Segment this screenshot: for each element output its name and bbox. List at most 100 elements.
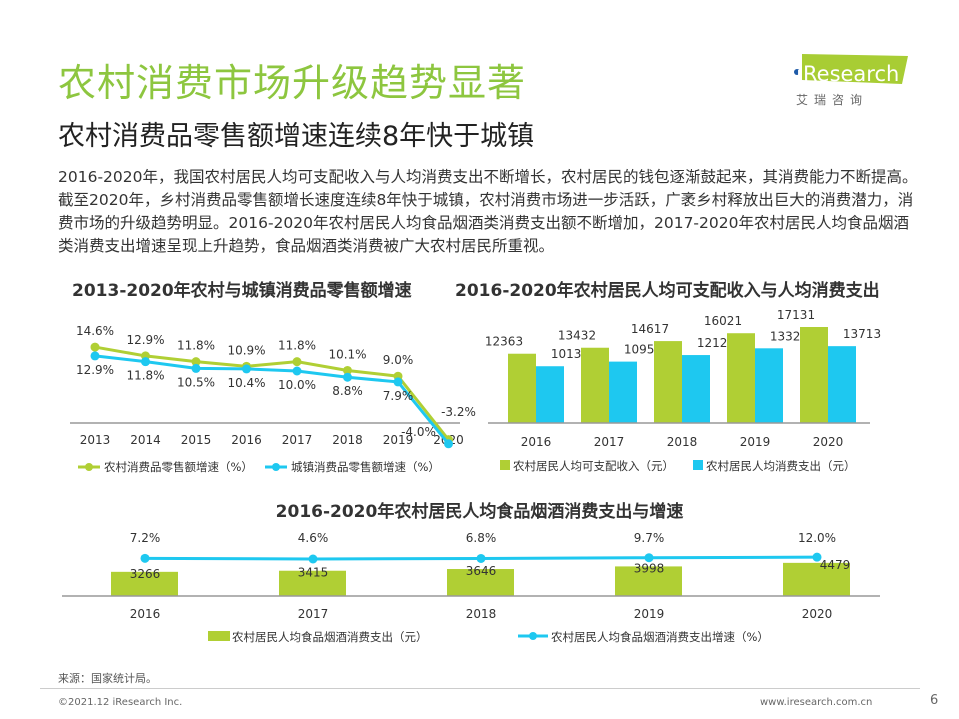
data-label: 3646 xyxy=(466,564,497,578)
x-tick-label: 2017 xyxy=(594,435,625,449)
chart3-title: 2016-2020年农村居民人均食品烟酒消费支出与增速 xyxy=(275,502,684,522)
data-point xyxy=(308,554,318,564)
data-point xyxy=(242,364,251,374)
bar xyxy=(508,353,536,423)
x-tick-label: 2016 xyxy=(130,607,161,621)
data-label: 11.8% xyxy=(278,339,316,353)
data-label: 10130 xyxy=(551,347,589,361)
legend-label: 农村居民人均消费支出（元） xyxy=(706,459,856,473)
data-point xyxy=(191,357,201,367)
series-line xyxy=(94,345,450,441)
data-label: 10.5% xyxy=(177,375,215,389)
x-tick-label: 2018 xyxy=(667,435,698,449)
body-text: 2016-2020年，我国农村居民人均可支配收入与人均消费支出不断增长，农村居民… xyxy=(58,168,918,255)
data-label: 13432 xyxy=(558,329,596,343)
legend-marker xyxy=(85,463,93,471)
data-label: 4.6% xyxy=(298,531,329,545)
iresearch-logo: ı Research 艾瑞咨询 xyxy=(794,54,908,107)
page-number: 6 xyxy=(930,693,939,708)
svg-text:艾瑞咨询: 艾瑞咨询 xyxy=(796,92,868,107)
legend-label: 农村居民人均食品烟酒消费支出（元） xyxy=(232,630,428,644)
bar xyxy=(727,333,755,423)
bar xyxy=(682,355,710,423)
data-label: 3998 xyxy=(634,561,665,575)
data-point xyxy=(343,372,352,382)
data-label: 3266 xyxy=(130,567,161,581)
data-point xyxy=(644,553,654,563)
data-point xyxy=(444,439,453,449)
x-tick-label: 2016 xyxy=(231,433,262,447)
data-point xyxy=(343,365,352,375)
x-tick-label: 2017 xyxy=(282,433,313,447)
bar xyxy=(654,341,682,423)
x-tick-label: 2018 xyxy=(466,607,497,621)
copyright: ©2021.12 iResearch Inc. xyxy=(58,697,183,708)
data-label: 10955 xyxy=(624,343,662,357)
bar xyxy=(755,348,783,423)
page-title: 农村消费市场升级趋势显著 xyxy=(58,61,527,105)
source-note: 来源：国家统计局。 xyxy=(58,672,157,685)
data-label: 7.9% xyxy=(383,389,414,403)
data-label: 10.4% xyxy=(227,376,265,390)
data-point xyxy=(141,357,150,367)
x-tick-label: 2016 xyxy=(521,435,552,449)
data-label: 13713 xyxy=(843,327,881,341)
data-point xyxy=(90,342,100,352)
x-tick-label: 2019 xyxy=(740,435,771,449)
x-tick-label: 2018 xyxy=(332,433,363,447)
svg-text:Research: Research xyxy=(803,62,899,86)
bar xyxy=(615,566,682,596)
series-line xyxy=(94,354,450,445)
bar xyxy=(279,570,346,596)
legend-swatch xyxy=(500,460,510,470)
legend-swatch xyxy=(208,631,230,641)
x-tick-label: 2019 xyxy=(383,433,414,447)
data-label: 3415 xyxy=(298,566,329,580)
legend-label: 农村居民人均食品烟酒消费支出增速（%） xyxy=(551,630,769,644)
bar xyxy=(536,366,564,423)
data-point xyxy=(292,366,302,376)
bar xyxy=(800,327,828,423)
data-label: 6.8% xyxy=(466,531,497,545)
data-label: 11.8% xyxy=(177,339,215,353)
chart2-title: 2016-2020年农村居民人均可支配收入与人均消费支出 xyxy=(455,281,880,301)
x-tick-label: 2013 xyxy=(80,433,111,447)
legend-label: 农村居民人均可支配收入（元） xyxy=(513,459,674,473)
data-label: 12.9% xyxy=(126,333,164,347)
data-point xyxy=(476,553,486,563)
data-label: -3.2% xyxy=(441,405,476,419)
data-label: 13328 xyxy=(770,329,808,343)
chart1-title: 2013-2020年农村与城镇消费品零售额增速 xyxy=(72,281,412,301)
data-label: 9.0% xyxy=(383,353,414,367)
x-tick-label: 2019 xyxy=(634,607,665,621)
website: www.iresearch.com.cn xyxy=(760,697,873,708)
legend-marker xyxy=(272,463,280,471)
bar xyxy=(581,347,609,423)
x-tick-label: 2014 xyxy=(130,433,161,447)
bar xyxy=(447,569,514,596)
data-label: 8.8% xyxy=(332,384,363,398)
data-label: 10.0% xyxy=(278,378,316,392)
data-point xyxy=(90,351,100,361)
data-point xyxy=(191,363,201,373)
bar xyxy=(783,562,850,596)
x-tick-label: 2020 xyxy=(802,607,833,621)
x-tick-label: 2020 xyxy=(813,435,844,449)
bar xyxy=(609,361,637,423)
data-point xyxy=(812,552,822,562)
data-label: 12363 xyxy=(485,335,523,349)
bar xyxy=(111,571,178,596)
data-label: 10.1% xyxy=(328,347,366,361)
data-point xyxy=(393,377,403,387)
data-label: 14.6% xyxy=(76,324,114,338)
data-label: 17131 xyxy=(777,308,815,322)
legend-label: 城镇消费品零售额增速（%） xyxy=(291,460,440,474)
data-label: 10.9% xyxy=(227,343,265,357)
legend-label: 农村消费品零售额增速（%） xyxy=(104,460,253,474)
data-label: 14617 xyxy=(631,322,669,336)
data-label: 4479 xyxy=(820,558,851,572)
data-label: 11.8% xyxy=(126,369,164,383)
legend-marker xyxy=(529,632,537,640)
